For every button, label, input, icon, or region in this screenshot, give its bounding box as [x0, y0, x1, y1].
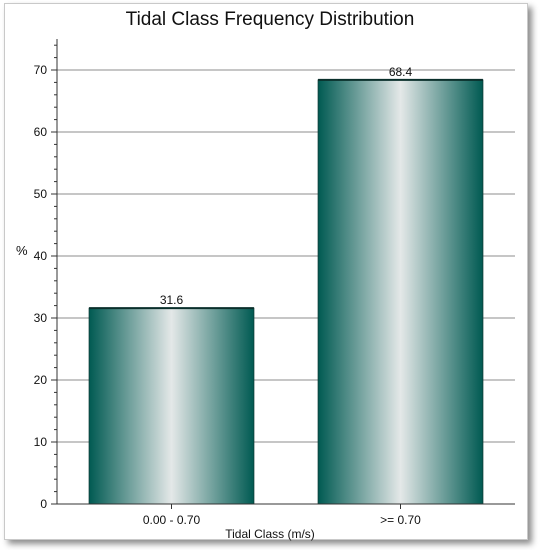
y-tick-label: 50 [34, 187, 48, 201]
bar-data-label: 31.6 [160, 293, 184, 307]
y-tick-label: 10 [34, 435, 48, 449]
y-axis-label: % [16, 243, 28, 258]
y-tick-label: 60 [34, 125, 48, 139]
y-tick-label: 20 [34, 373, 48, 387]
x-tick-label: >= 0.70 [380, 513, 421, 527]
bar [88, 307, 255, 505]
y-tick-label: 0 [40, 497, 47, 511]
y-tick-label: 30 [34, 311, 48, 325]
bar [317, 79, 484, 505]
x-axis-label: Tidal Class (m/s) [225, 527, 315, 541]
y-tick-label: 40 [34, 249, 48, 263]
bar-data-label: 68.4 [389, 65, 413, 79]
x-tick-label: 0.00 - 0.70 [143, 513, 201, 527]
chart-title: Tidal Class Frequency Distribution [125, 9, 415, 30]
y-tick-label: 70 [34, 63, 48, 77]
